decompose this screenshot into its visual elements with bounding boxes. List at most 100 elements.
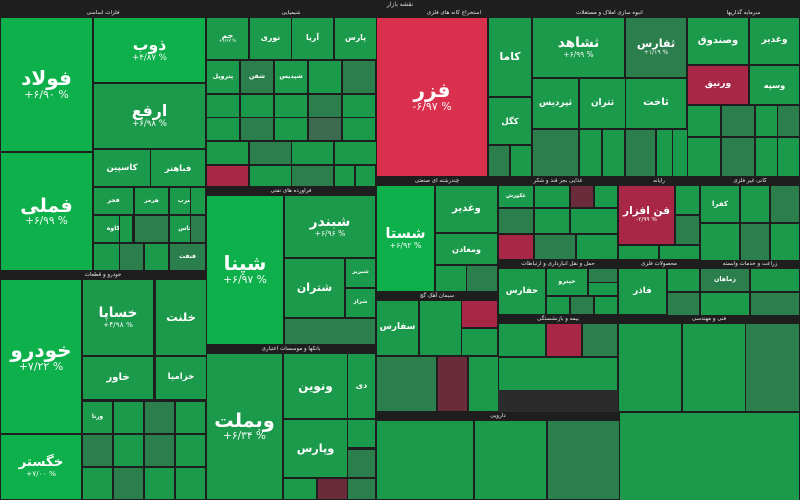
stock-tile[interactable] xyxy=(721,105,755,137)
stock-tile[interactable]: کاما xyxy=(488,17,532,97)
stock-tile[interactable]: پارس xyxy=(334,17,376,60)
stock-tile[interactable] xyxy=(588,282,618,296)
stock-tile[interactable] xyxy=(659,245,700,260)
stock-tile[interactable] xyxy=(119,243,144,271)
stock-tile[interactable] xyxy=(579,129,602,177)
stock-tile[interactable] xyxy=(82,467,113,500)
stock-tile[interactable] xyxy=(274,117,308,141)
stock-tile[interactable]: ومعادن xyxy=(435,233,498,265)
stock-tile[interactable] xyxy=(750,292,800,315)
stock-tile[interactable] xyxy=(546,296,570,315)
stock-tile[interactable] xyxy=(308,117,342,141)
stock-tile[interactable] xyxy=(618,245,659,260)
stock-tile[interactable] xyxy=(534,208,570,234)
stock-tile[interactable]: وصندوق xyxy=(687,17,749,65)
stock-tile[interactable] xyxy=(582,323,618,357)
stock-tile[interactable]: حفارس xyxy=(498,268,546,315)
stock-tile[interactable] xyxy=(342,60,376,94)
stock-tile[interactable] xyxy=(144,467,175,500)
stock-tile[interactable]: خاور xyxy=(82,356,154,400)
stock-tile[interactable] xyxy=(175,467,206,500)
stock-tile[interactable] xyxy=(755,137,778,177)
stock-tile[interactable] xyxy=(190,187,206,215)
stock-tile[interactable] xyxy=(190,215,206,243)
stock-tile[interactable] xyxy=(113,434,144,467)
stock-tile[interactable]: خگستر +۷/۰۰ % xyxy=(0,434,82,500)
stock-tile[interactable] xyxy=(532,129,579,177)
stock-tile[interactable]: خزامیا xyxy=(155,356,206,400)
stock-tile[interactable] xyxy=(206,141,249,165)
stock-tile[interactable]: فملی +۶/۹۹ % xyxy=(0,152,93,271)
stock-tile[interactable] xyxy=(249,141,292,165)
stock-tile[interactable] xyxy=(576,234,618,260)
stock-tile[interactable] xyxy=(347,419,376,448)
stock-tile[interactable] xyxy=(175,434,206,467)
stock-tile[interactable] xyxy=(667,292,700,315)
stock-tile[interactable] xyxy=(474,420,547,500)
stock-tile[interactable]: شراز xyxy=(345,288,376,318)
stock-tile[interactable]: ثشاهد +۶/۹۹ % xyxy=(532,17,625,78)
stock-tile[interactable] xyxy=(594,296,618,315)
stock-tile[interactable]: ثتران xyxy=(579,78,626,129)
stock-tile[interactable]: ورنیق xyxy=(687,65,749,105)
stock-tile[interactable]: شبریز xyxy=(345,258,376,288)
stock-tile[interactable] xyxy=(594,185,618,208)
stock-tile[interactable] xyxy=(93,243,120,271)
stock-tile[interactable] xyxy=(625,129,656,177)
stock-tile[interactable] xyxy=(700,223,740,260)
stock-tile[interactable]: فن افزار -۲/۹۹ % xyxy=(618,185,675,245)
stock-tile[interactable] xyxy=(240,117,274,141)
stock-tile[interactable] xyxy=(675,215,700,245)
stock-tile[interactable] xyxy=(672,129,687,177)
stock-tile[interactable] xyxy=(570,208,618,234)
stock-tile[interactable] xyxy=(534,234,576,260)
stock-tile[interactable]: ونوین xyxy=(283,353,348,419)
stock-tile[interactable] xyxy=(675,185,700,215)
stock-tile[interactable] xyxy=(498,323,546,357)
stock-tile[interactable]: ثفارس +۱/۱۹ % xyxy=(625,17,687,78)
stock-tile[interactable]: سفارس xyxy=(376,300,419,356)
stock-tile[interactable] xyxy=(777,105,800,137)
stock-tile[interactable] xyxy=(291,141,334,165)
stock-tile[interactable] xyxy=(667,268,700,292)
stock-tile[interactable] xyxy=(347,478,376,500)
stock-tile[interactable] xyxy=(284,318,376,345)
stock-tile[interactable]: شستا +۶/۹۲ % xyxy=(376,185,435,292)
stock-tile[interactable] xyxy=(291,165,334,187)
stock-tile[interactable] xyxy=(682,323,746,412)
stock-tile[interactable]: شبندر +۶/۹۶ % xyxy=(284,195,376,258)
stock-tile[interactable] xyxy=(144,401,175,434)
stock-tile[interactable] xyxy=(308,94,342,118)
stock-tile[interactable]: وغدیر xyxy=(749,17,800,65)
stock-tile[interactable] xyxy=(570,296,594,315)
stock-tile[interactable]: فجر xyxy=(93,187,134,215)
stock-tile[interactable] xyxy=(534,185,570,208)
stock-tile[interactable] xyxy=(308,60,342,94)
stock-tile[interactable]: وپارس xyxy=(283,419,348,478)
stock-tile[interactable]: جم +۶/۶۷ % xyxy=(206,17,249,60)
stock-tile[interactable] xyxy=(602,129,625,177)
stock-tile[interactable] xyxy=(274,94,308,118)
stock-tile[interactable] xyxy=(355,165,376,187)
stock-tile[interactable] xyxy=(466,265,498,292)
stock-tile[interactable] xyxy=(461,300,498,328)
stock-tile[interactable] xyxy=(206,165,249,187)
stock-tile[interactable] xyxy=(687,137,721,177)
stock-tile[interactable]: شپدیس xyxy=(274,60,308,94)
stock-tile[interactable] xyxy=(283,478,317,500)
stock-tile[interactable] xyxy=(376,356,437,412)
stock-tile[interactable] xyxy=(488,145,510,177)
stock-tile[interactable] xyxy=(461,328,498,356)
stock-tile[interactable]: هرمز xyxy=(134,187,169,215)
stock-tile[interactable] xyxy=(175,401,206,434)
stock-tile[interactable] xyxy=(334,165,355,187)
stock-tile[interactable] xyxy=(206,117,240,141)
stock-tile[interactable] xyxy=(113,401,144,434)
stock-tile[interactable] xyxy=(240,94,274,118)
stock-tile[interactable] xyxy=(618,412,800,500)
stock-tile[interactable]: آریا xyxy=(291,17,334,60)
stock-tile[interactable] xyxy=(435,265,467,292)
stock-tile[interactable]: وسپه xyxy=(749,65,800,105)
stock-tile[interactable] xyxy=(510,145,532,177)
stock-tile[interactable] xyxy=(498,208,534,234)
